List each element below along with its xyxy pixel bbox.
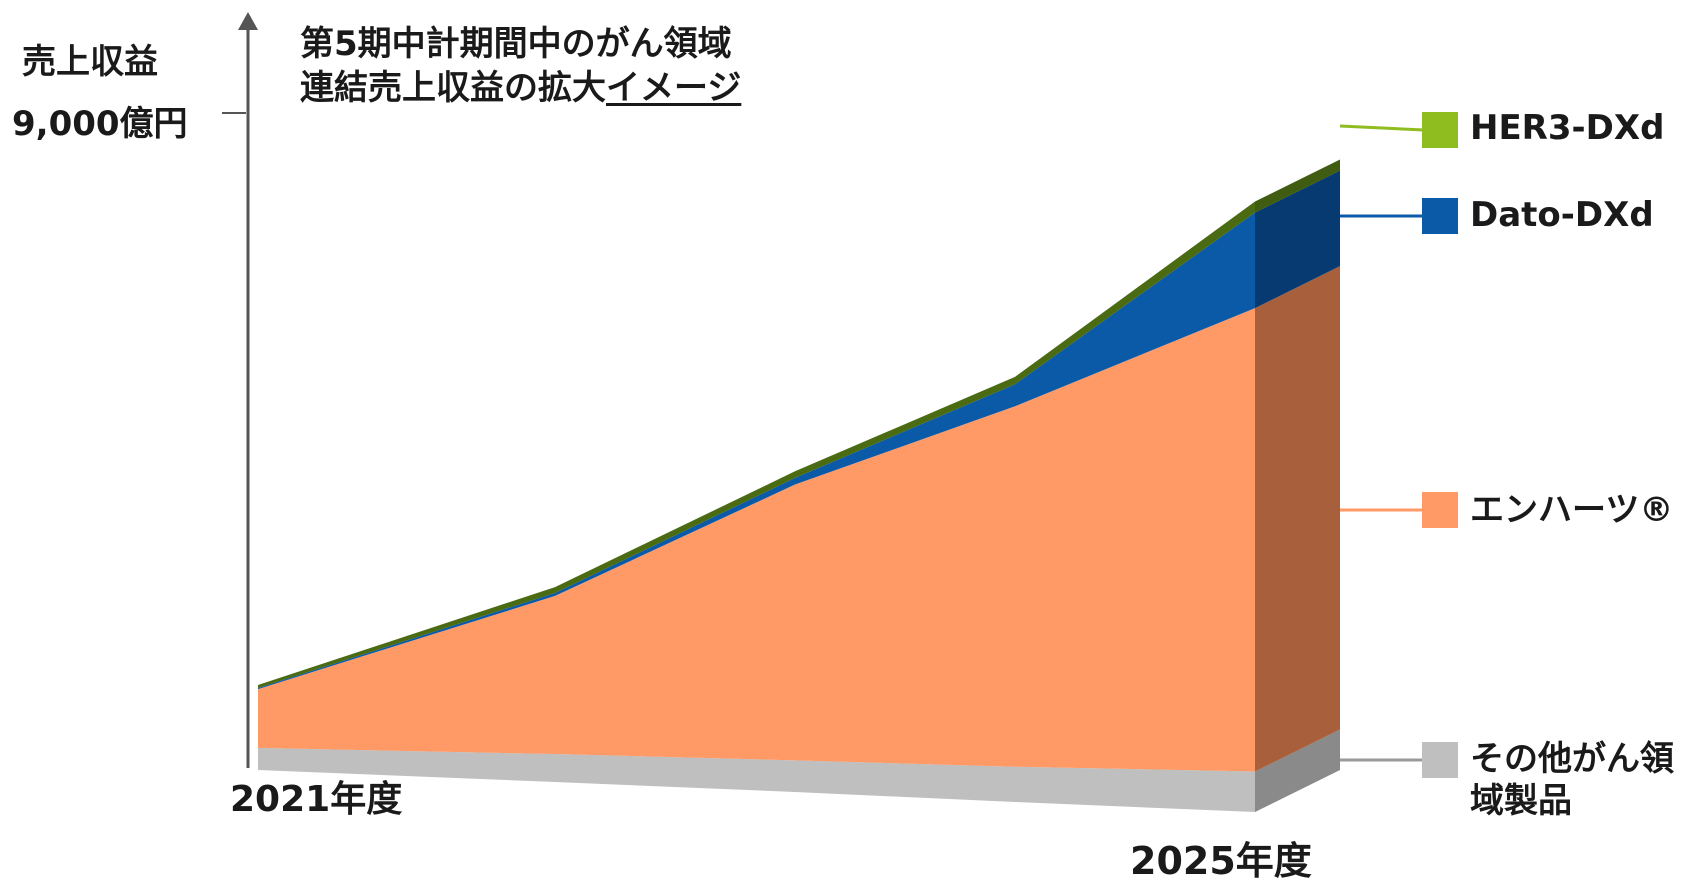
leader-line-her3 bbox=[1339, 124, 1425, 132]
title-line-1: 第5期中計期間中のがん領域 bbox=[300, 24, 732, 64]
x-label-end: 2025年度 bbox=[1130, 839, 1312, 883]
side-face-2 bbox=[1255, 266, 1340, 772]
side-faces bbox=[1255, 159, 1340, 812]
legend-swatch-dato bbox=[1422, 198, 1458, 234]
side-face-1 bbox=[1255, 729, 1340, 812]
legend-swatch-enhertu bbox=[1422, 492, 1458, 528]
area-1 bbox=[258, 747, 1255, 812]
legend-swatch-her3 bbox=[1422, 112, 1458, 148]
y-axis-arrowhead bbox=[238, 12, 258, 30]
y-axis-label: 売上収益 bbox=[22, 42, 158, 82]
area-layers bbox=[258, 201, 1255, 812]
x-label-start: 2021年度 bbox=[230, 779, 403, 820]
legend-label-her3: HER3-DXd bbox=[1470, 108, 1665, 148]
legend-label-enhertu: エンハーツ® bbox=[1470, 490, 1674, 530]
area-2 bbox=[258, 308, 1255, 772]
legend-label-other: その他がん領域製品 bbox=[1470, 739, 1674, 821]
legend-swatch-other bbox=[1422, 742, 1458, 778]
y-axis-tick-label: 9,000億円 bbox=[12, 104, 188, 144]
chart-title: 第5期中計期間中のがん領域 連結売上収益の拡大イメージ bbox=[300, 22, 741, 110]
side-face-3 bbox=[1255, 170, 1340, 309]
y-axis bbox=[222, 12, 258, 768]
title-line-2-underlined: イメージ bbox=[606, 68, 742, 108]
legend-leader-lines bbox=[1339, 124, 1425, 762]
title-line-2: 連結売上収益の拡大イメージ bbox=[300, 66, 741, 110]
legend-label-dato: Dato-DXd bbox=[1470, 195, 1654, 235]
legend-swatches bbox=[1422, 112, 1458, 778]
title-line-2-plain: 連結売上収益の拡大 bbox=[300, 68, 606, 108]
side-face-4 bbox=[1255, 159, 1340, 213]
